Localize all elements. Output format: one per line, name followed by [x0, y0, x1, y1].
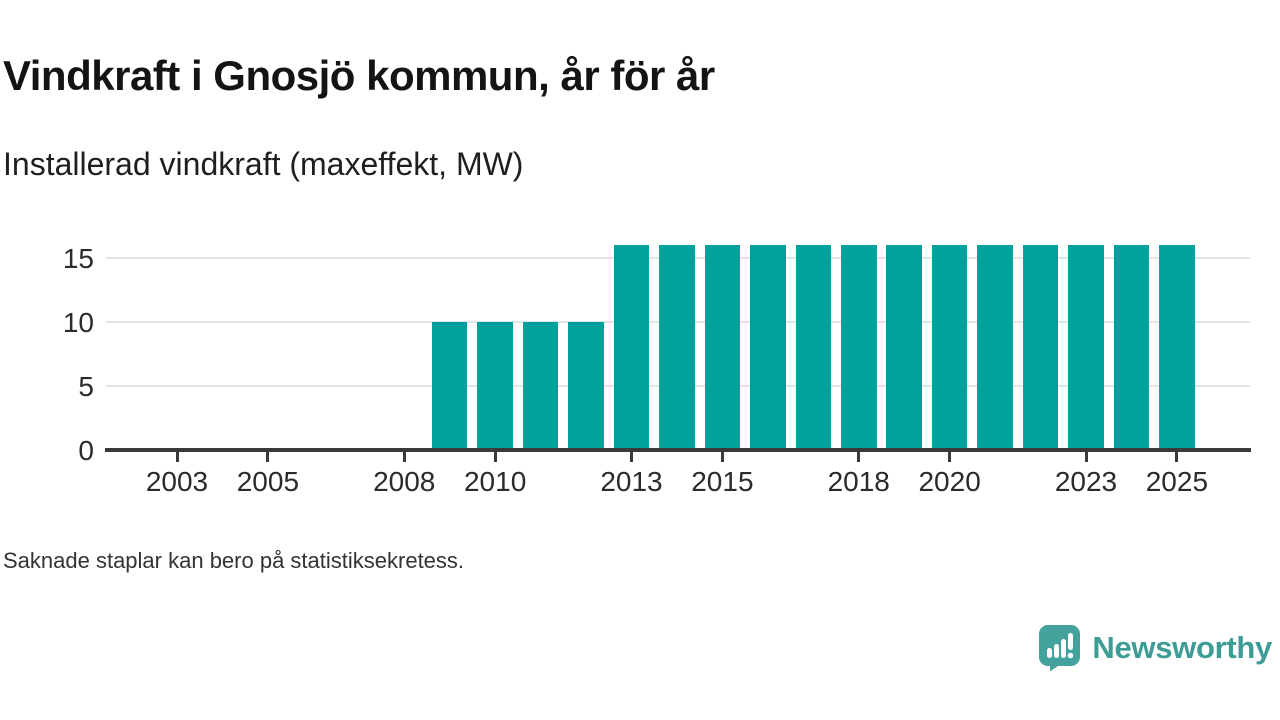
- bar-2012: [568, 322, 604, 450]
- y-tick-label-5: 5: [78, 371, 94, 402]
- x-tick-label-2023: 2023: [1054, 466, 1118, 497]
- x-axis-line: [105, 448, 1251, 452]
- x-tick-label-2005: 2005: [236, 466, 300, 497]
- x-tick-label-2013: 2013: [600, 466, 663, 497]
- x-tick-2023: [1084, 450, 1088, 462]
- x-tick-2015: [720, 450, 724, 462]
- chart-title: Vindkraft i Gnosjö kommun, år för år: [3, 52, 715, 99]
- x-tick-2005: [266, 450, 270, 462]
- bar-2018: [841, 245, 877, 450]
- bar-2021: [977, 245, 1013, 450]
- bar-2014: [659, 245, 695, 450]
- y-tick-label-0: 0: [78, 435, 94, 466]
- bar-2015: [704, 245, 741, 450]
- bar-2024: [1113, 245, 1150, 450]
- brand-name: Newsworthy: [1092, 630, 1272, 665]
- x-tick-2013: [630, 450, 633, 462]
- x-tick-label-2020: 2020: [918, 466, 981, 497]
- bar-2017: [795, 245, 832, 450]
- x-tick-label-2015: 2015: [691, 466, 754, 497]
- x-tick-2003: [175, 450, 179, 462]
- y-tick-label-10: 10: [62, 307, 94, 338]
- chart-footnote: Saknade staplar kan bero på statistiksek…: [3, 548, 465, 573]
- x-tick-label-2018: 2018: [827, 466, 890, 497]
- chart-subtitle: Installerad vindkraft (maxeffekt, MW): [3, 146, 524, 182]
- bar-2011: [522, 322, 559, 450]
- x-tick-label-2010: 2010: [463, 466, 527, 497]
- bar-2009: [431, 322, 468, 450]
- bar-2016: [750, 245, 786, 450]
- bar-2020: [931, 245, 968, 450]
- bar-2019: [886, 245, 922, 450]
- newsworthy-logo: Newsworthy: [1039, 625, 1272, 671]
- bar-2025: [1159, 245, 1195, 450]
- x-tick-label-2025: 2025: [1145, 466, 1209, 497]
- x-tick-2008: [402, 450, 406, 462]
- x-tick-2025: [1175, 450, 1179, 462]
- x-tick-label-2008: 2008: [373, 466, 436, 497]
- bar-2013: [613, 245, 650, 450]
- x-tick-label-2003: 2003: [145, 466, 209, 497]
- y-tick-label-15: 15: [62, 243, 94, 274]
- bar-2010: [477, 322, 513, 450]
- speech-bubble-bar-chart-icon: [1039, 625, 1081, 671]
- bar-2023: [1068, 245, 1104, 450]
- x-tick-2018: [857, 450, 861, 462]
- x-tick-2010: [493, 450, 497, 462]
- bar-2022: [1022, 245, 1059, 450]
- x-tick-2020: [948, 450, 952, 462]
